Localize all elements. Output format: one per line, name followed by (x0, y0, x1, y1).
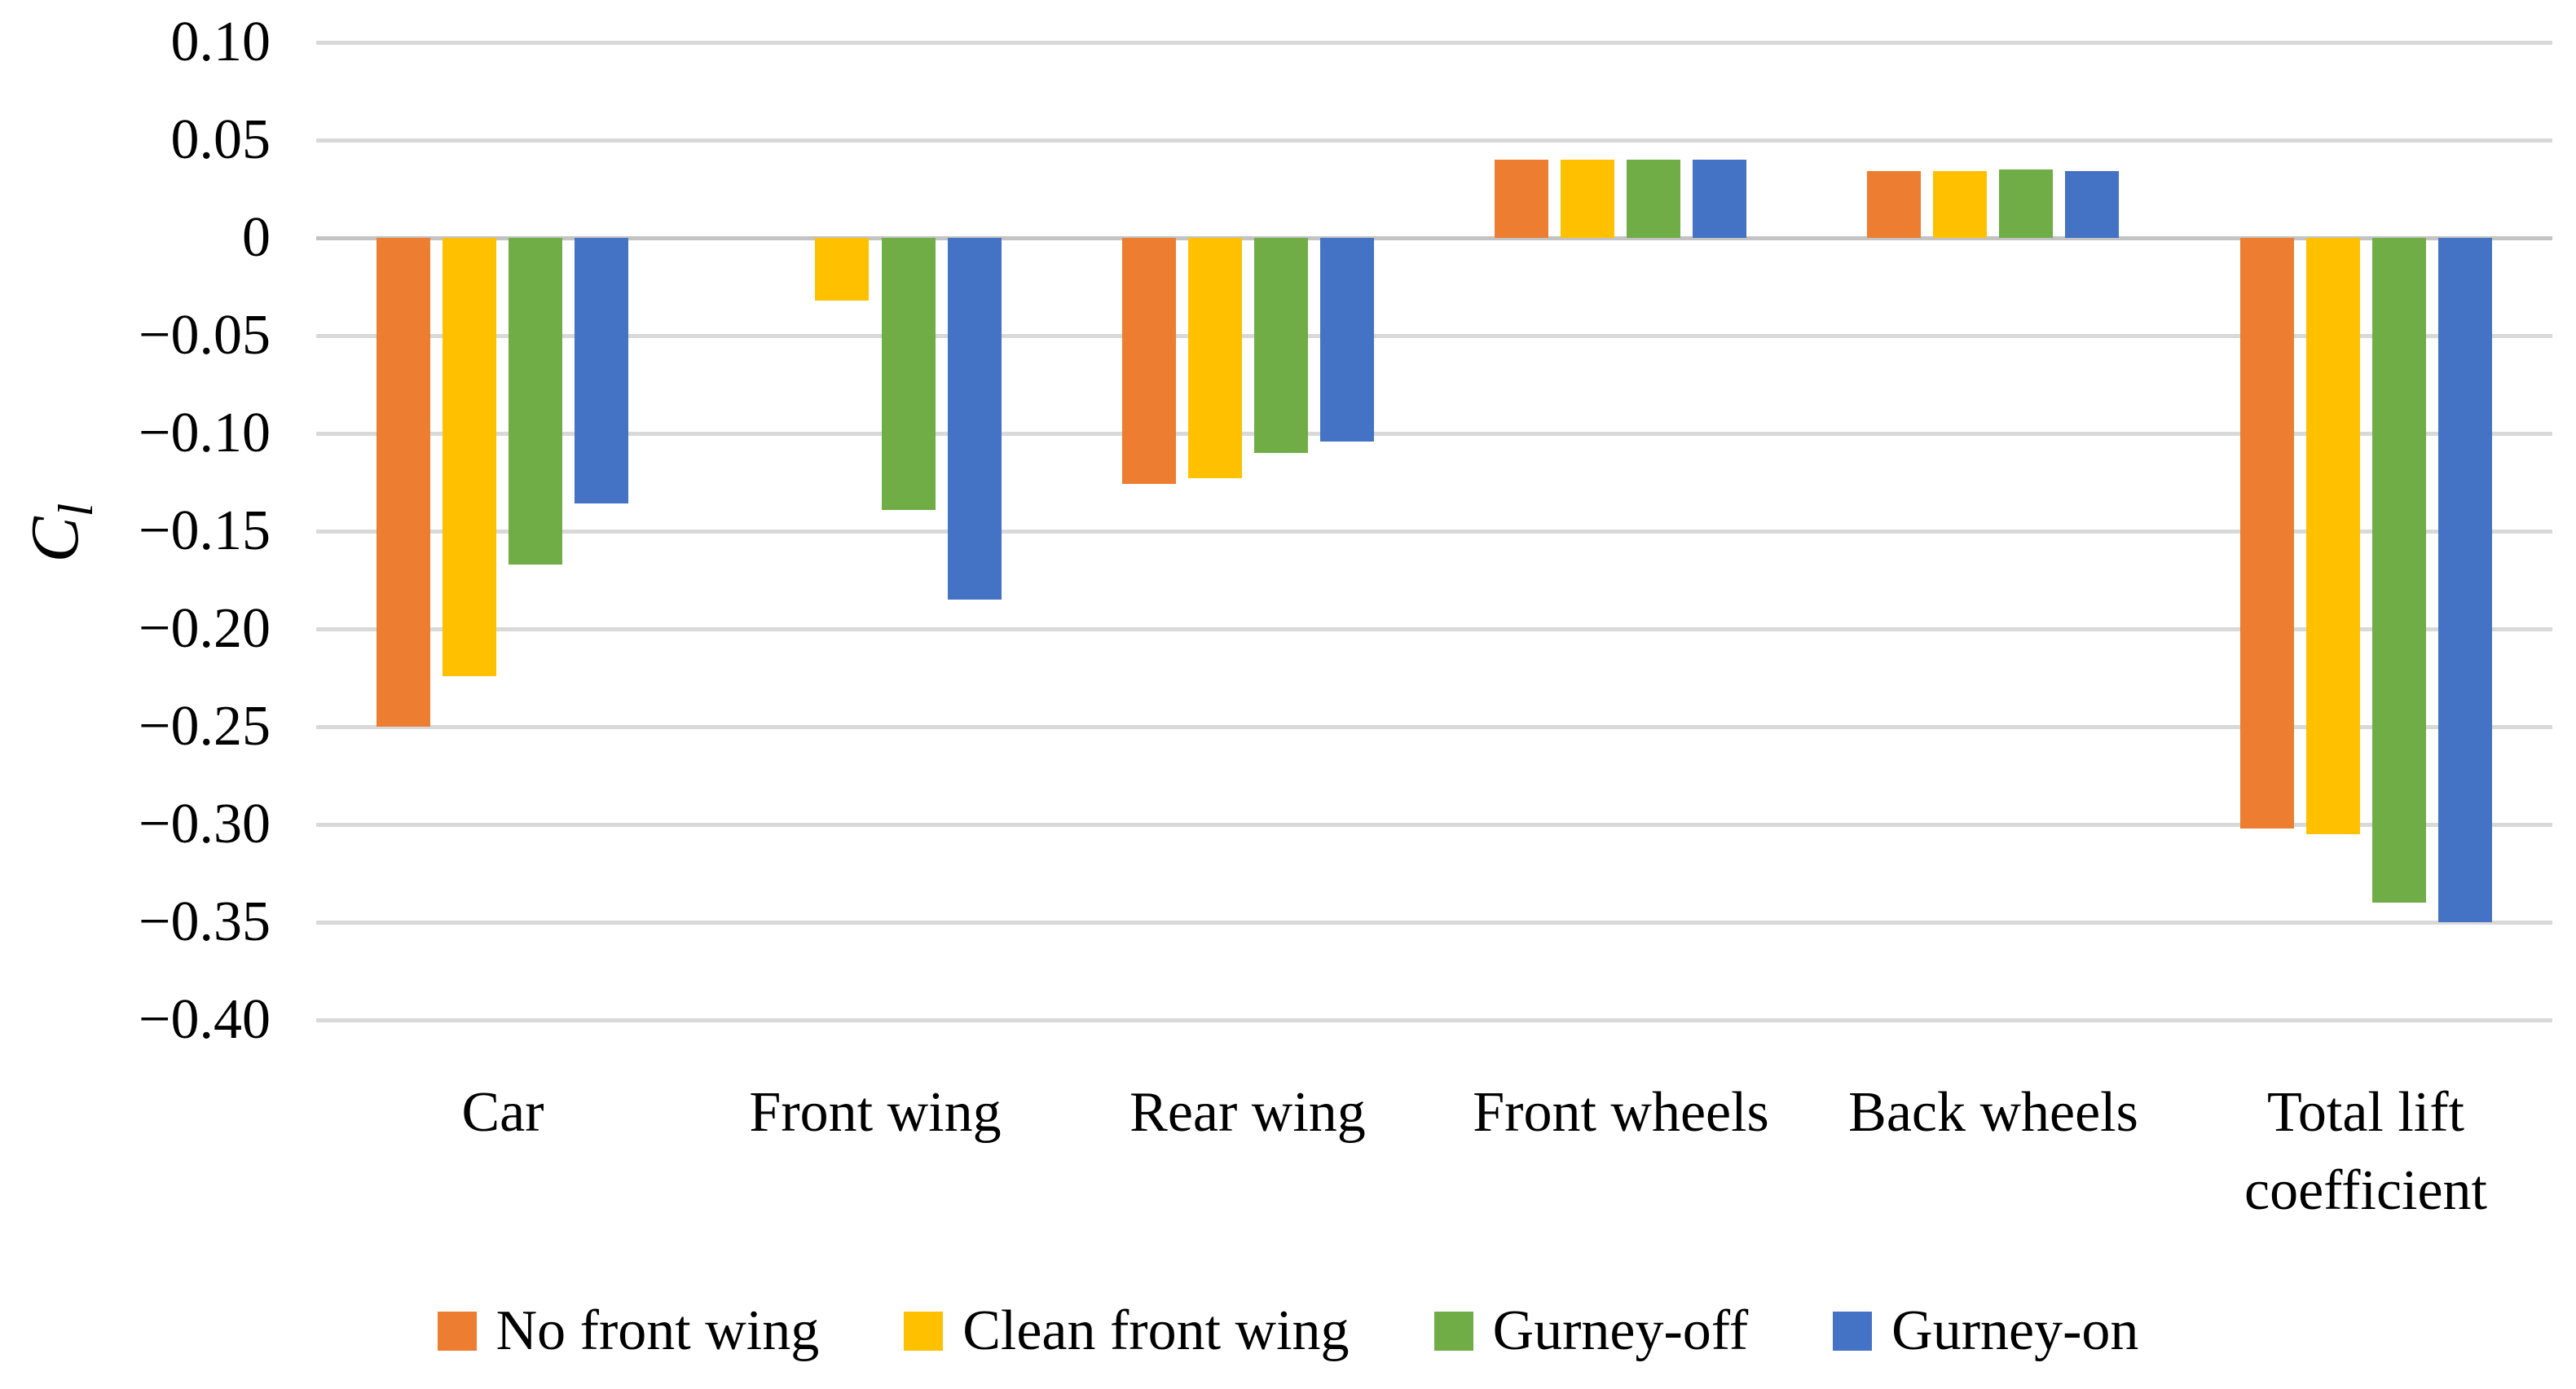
bar-no-front-wing-total-lift-coefficient (2240, 238, 2294, 829)
legend-label: Clean front wing (962, 1299, 1350, 1362)
y-tick-label: 0 (242, 206, 271, 269)
legend-swatch-no-front-wing (437, 1312, 477, 1351)
bar-gurney-off-front-wheels (1627, 160, 1680, 238)
legend-swatch-gurney-off (1433, 1312, 1473, 1351)
gridline (316, 823, 2552, 827)
bar-no-front-wing-rear-wing (1122, 238, 1176, 484)
gridline (316, 530, 2552, 534)
y-tick-label: −0.25 (139, 695, 271, 758)
bar-gurney-on-total-lift-coefficient (2438, 238, 2492, 922)
gridline (316, 138, 2552, 143)
x-category-label-front-wheels: Front wheels (1473, 1081, 1769, 1144)
gridline (316, 334, 2552, 338)
bar-gurney-on-rear-wing (1320, 238, 1374, 442)
legend-item-gurney-on: Gurney-on (1833, 1300, 2138, 1362)
gridline (316, 41, 2552, 45)
x-category-label-back-wheels: Back wheels (1848, 1081, 2138, 1144)
bar-no-front-wing-front-wheels (1495, 160, 1548, 238)
x-category-label-car: Car (461, 1081, 544, 1144)
y-tick-label: −0.30 (139, 793, 271, 855)
bar-gurney-off-front-wing (882, 238, 936, 510)
bar-no-front-wing-back-wheels (1867, 171, 1921, 238)
gridline (316, 627, 2552, 631)
bar-clean-front-wing-total-lift-coefficient (2306, 238, 2360, 834)
y-tick-label: −0.20 (139, 597, 271, 660)
y-tick-label: −0.35 (139, 890, 271, 953)
bar-clean-front-wing-rear-wing (1188, 238, 1242, 478)
x-category-label-front-wing: Front wing (749, 1081, 1002, 1144)
legend-item-no-front-wing: No front wing (437, 1299, 820, 1362)
zero-axis-line (316, 236, 2552, 240)
legend-label: Gurney-off (1492, 1299, 1749, 1362)
gridline (316, 1018, 2552, 1022)
bar-clean-front-wing-front-wing (815, 238, 869, 301)
gridline (316, 921, 2552, 925)
bar-gurney-on-back-wheels (2065, 171, 2119, 238)
bar-clean-front-wing-car (443, 238, 496, 676)
y-tick-label: −0.05 (139, 304, 271, 367)
legend-item-gurney-off: Gurney-off (1433, 1299, 1749, 1362)
y-tick-label: 0.10 (170, 11, 271, 73)
y-tick-label: 0.05 (170, 108, 271, 171)
y-tick-label: −0.40 (139, 988, 271, 1051)
x-category-label-total-lift-coefficient: Total lift coefficient (2244, 1081, 2487, 1222)
y-tick-label: −0.15 (139, 499, 271, 562)
legend-label: No front wing (495, 1299, 820, 1362)
gridline (316, 432, 2552, 436)
bar-gurney-off-total-lift-coefficient (2372, 238, 2426, 903)
legend: No front wing Clean front wing Gurney-off G… (0, 1300, 2576, 1362)
bar-gurney-on-front-wheels (1693, 160, 1746, 238)
legend-swatch-gurney-on (1833, 1312, 1873, 1351)
legend-swatch-clean-front-wing (904, 1312, 944, 1351)
bar-no-front-wing-car (376, 238, 430, 727)
y-tick-label: −0.10 (139, 402, 271, 464)
bar-gurney-off-back-wheels (1999, 169, 2053, 238)
bar-gurney-off-rear-wing (1254, 238, 1308, 453)
bar-gurney-on-front-wing (948, 238, 1002, 600)
legend-item-clean-front-wing: Clean front wing (904, 1299, 1350, 1362)
legend-label: Gurney-on (1891, 1299, 2139, 1362)
gridline (316, 725, 2552, 729)
bar-gurney-off-car (509, 238, 562, 565)
x-category-label-rear-wing: Rear wing (1129, 1081, 1366, 1144)
bar-gurney-on-car (575, 238, 628, 503)
bar-clean-front-wing-front-wheels (1561, 160, 1614, 238)
bar-clean-front-wing-back-wheels (1933, 171, 1987, 238)
